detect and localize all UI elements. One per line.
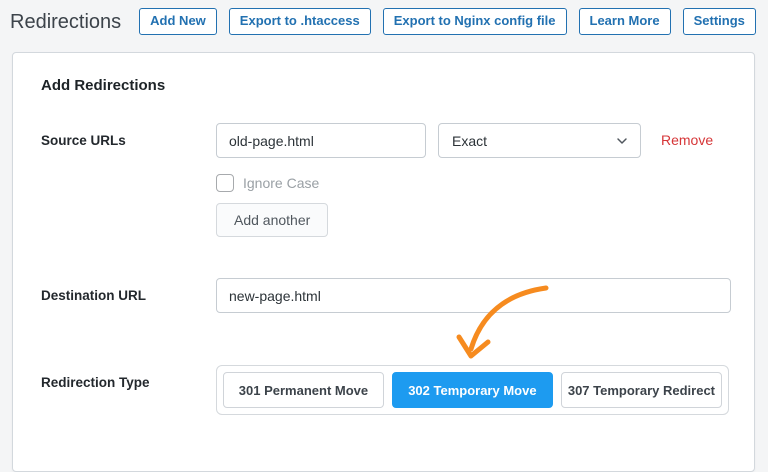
remove-link[interactable]: Remove — [661, 132, 714, 148]
source-fields: Exact Remove — [216, 123, 713, 158]
add-new-button[interactable]: Add New — [139, 8, 217, 35]
type-302-button[interactable]: 302 Temporary Move — [391, 372, 553, 408]
settings-button[interactable]: Settings — [682, 8, 756, 35]
learn-more-button[interactable]: Learn More — [578, 8, 671, 35]
destination-url-input[interactable] — [216, 278, 731, 313]
destination-url-label: Destination URL — [41, 288, 147, 303]
panel-heading: Add Redirections — [41, 77, 166, 94]
ignore-case-label: Ignore Case — [243, 175, 320, 191]
destination-url-row: Destination URL — [41, 278, 731, 313]
source-url-input[interactable] — [216, 123, 426, 158]
chevron-down-icon — [614, 133, 630, 149]
redirection-type-label: Redirection Type — [41, 375, 150, 390]
match-type-value: Exact — [452, 132, 488, 149]
redirection-type-group: 301 Permanent Move 302 Temporary Move 30… — [216, 365, 729, 415]
type-301-button[interactable]: 301 Permanent Move — [223, 372, 384, 408]
ignore-case-checkbox[interactable] — [216, 174, 234, 192]
type-307-button[interactable]: 307 Temporary Redirect — [560, 372, 723, 408]
redirection-type-row: Redirection Type 301 Permanent Move 302 … — [41, 365, 729, 415]
add-redirections-panel: Add Redirections Source URLs Exact Remov… — [12, 52, 755, 472]
ignore-case-row: Ignore Case — [216, 174, 729, 192]
add-another-button[interactable]: Add another — [216, 203, 329, 237]
export-htaccess-button[interactable]: Export to .htaccess — [228, 8, 371, 35]
source-urls-row: Source URLs Exact Remove — [41, 123, 729, 158]
export-nginx-button[interactable]: Export to Nginx config file — [382, 8, 567, 35]
source-urls-label: Source URLs — [41, 133, 126, 148]
match-type-select[interactable]: Exact — [438, 123, 641, 158]
destination-fields — [216, 278, 731, 313]
page-header: Redirections Add New Export to .htaccess… — [0, 0, 768, 38]
page-title: Redirections — [10, 10, 122, 33]
